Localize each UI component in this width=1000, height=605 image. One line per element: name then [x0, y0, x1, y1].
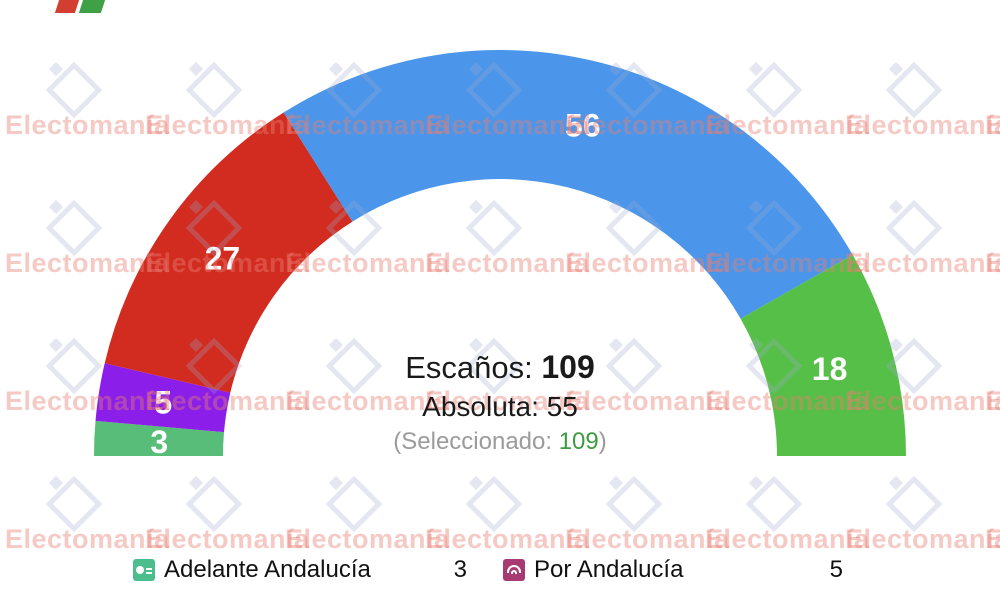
brand-green-block [78, 0, 106, 13]
selected-suffix: ) [598, 428, 607, 455]
summary-block: Escaños: 109 Absoluta: 55 (Seleccionado:… [393, 347, 606, 458]
majority-label: Absoluta: [422, 391, 547, 422]
arc-segment-por-andalucia[interactable] [95, 363, 231, 433]
arc-segment-seats-56[interactable] [283, 50, 853, 319]
legend-label: Adelante Andalucía [164, 556, 371, 583]
total-seats-value: 109 [541, 349, 595, 385]
seat-count-label: 18 [812, 351, 848, 387]
seat-count-label: 5 [154, 385, 172, 421]
adelante-andalucia-logo-icon [133, 559, 155, 581]
total-seats-line: Escaños: 109 [393, 347, 606, 388]
selected-line: (Seleccionado: 109) [393, 425, 606, 458]
legend-label: Por Andalucía [534, 556, 684, 583]
selected-prefix: (Seleccionado: [393, 428, 559, 455]
total-seats-label: Escaños: [405, 350, 542, 385]
legend-value: 5 [829, 556, 843, 583]
arc-segment-seats-27[interactable] [104, 112, 353, 393]
por-andalucia-rainbow-icon [503, 559, 525, 581]
majority-line: Absoluta: 55 [393, 388, 606, 425]
seat-count-label: 27 [205, 241, 241, 277]
brand-red-block [54, 0, 80, 13]
legend-value: 3 [453, 556, 467, 583]
seat-count-label: 3 [150, 424, 168, 460]
legend: Adelante Andalucía 3 Por Andalucía 5 [133, 556, 843, 584]
seat-count-label: 56 [565, 108, 601, 144]
arc-segment-adelante-andalucia[interactable] [93, 420, 224, 456]
selected-value: 109 [558, 428, 599, 455]
legend-item-por-andalucia[interactable]: Por Andalucía 5 [503, 556, 843, 584]
legend-item-adelante-andalucia[interactable]: Adelante Andalucía 3 [133, 556, 467, 584]
majority-value: 55 [546, 391, 578, 422]
arc-segment-seats-18[interactable] [740, 254, 906, 456]
